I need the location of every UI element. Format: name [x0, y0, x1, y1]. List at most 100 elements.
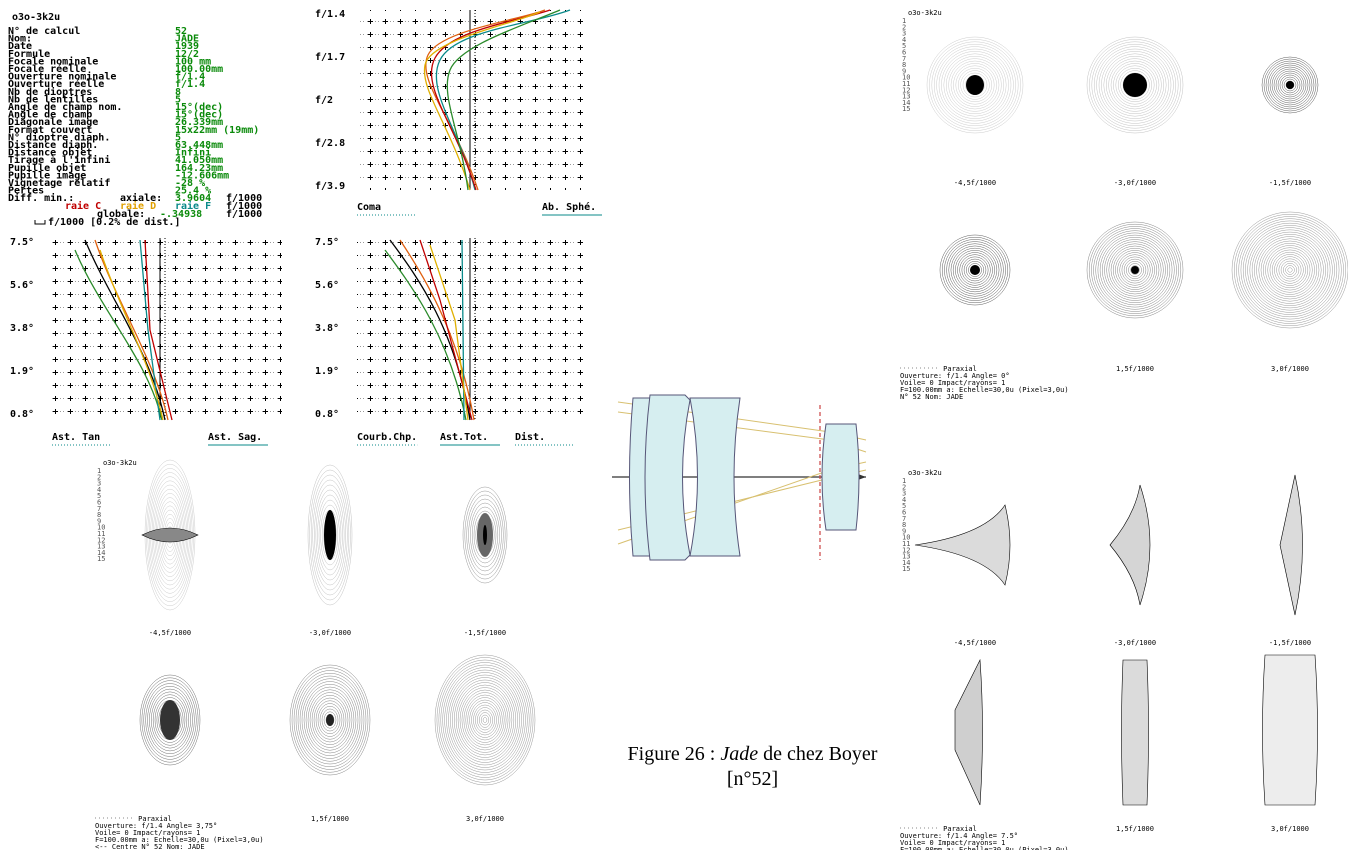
spot-ring: [1236, 216, 1343, 323]
lens-diagram: [612, 395, 866, 560]
spot-ring: [464, 693, 506, 748]
spot-ring: [443, 665, 528, 775]
spot-ring: [1281, 261, 1299, 279]
spot-ring: [481, 715, 489, 725]
plot-y-label: 5.6°: [315, 280, 339, 291]
plot-y-label: 1.9°: [315, 366, 339, 377]
spot-ring: [1263, 243, 1317, 297]
spot-ring: [456, 683, 514, 758]
plot-y-label: 3.8°: [10, 323, 34, 334]
focus-label: -4,5f/1000: [954, 639, 996, 647]
row-number: 15: [902, 565, 910, 573]
sheet-id: o3o-3k2u: [12, 12, 60, 23]
spot-ring: [1283, 263, 1296, 276]
plot-label: Courb.Chp.: [357, 432, 417, 443]
spot-ring: [1277, 257, 1304, 284]
focus-label: 3,0f/1000: [1271, 365, 1309, 373]
sheet-value: 15x22mm (19mm): [175, 125, 259, 136]
plot-y-label: 1.9°: [10, 366, 34, 377]
caption-name: Jade: [720, 743, 758, 765]
panel-id: o3o-3k2u: [908, 9, 942, 17]
spot-ring: [435, 655, 535, 785]
plot-y-label: f/2: [315, 95, 333, 106]
spot-ring: [1252, 232, 1328, 308]
focus-label: -3,0f/1000: [1114, 179, 1156, 187]
spot-ring: [477, 710, 492, 730]
spot-ring: [448, 673, 521, 768]
spot-ring: [1241, 221, 1339, 319]
spot-core: [483, 525, 487, 545]
spot-ring: [473, 705, 496, 735]
footer-line: N° 52 Nom: JADE: [900, 393, 963, 401]
spot-core: [1286, 81, 1294, 89]
spot-ring: [437, 658, 533, 783]
spot-ring: [1288, 268, 1292, 272]
spot-ring: [1239, 219, 1342, 322]
plot-label: Ast. Tan: [52, 432, 100, 443]
focus-label: 1,5f/1000: [1116, 365, 1154, 373]
spot-ring: [1259, 239, 1321, 301]
page: o3o-3k2uN° de calcul52Nom:JADEDate1939Fo…: [0, 0, 1348, 850]
figure: o3o-3k2uN° de calcul52Nom:JADEDate1939Fo…: [0, 0, 1348, 850]
plot-label: Coma: [357, 202, 381, 213]
spot-ring: [445, 668, 526, 773]
focus-label: 1,5f/1000: [1116, 825, 1154, 833]
spot-ring: [1257, 237, 1324, 304]
spot-ring: [1250, 230, 1330, 310]
spot-ring: [1261, 241, 1319, 299]
focus-label: -3,0f/1000: [1114, 639, 1156, 647]
plot-y-label: f/2.8: [315, 138, 345, 149]
plot-y-label: 3.8°: [315, 323, 339, 334]
diff-global-unit: f/1000: [226, 209, 262, 220]
spot-core: [326, 714, 334, 726]
row-number: 15: [97, 555, 105, 563]
spot-shape: [1110, 485, 1150, 605]
spot-ring: [1279, 259, 1301, 281]
focus-label: -1,5f/1000: [1269, 179, 1311, 187]
panel-id: o3o-3k2u: [908, 469, 942, 477]
spot-ring: [470, 700, 501, 740]
footer-line: <-- Centre N° 52 Nom: JADE: [95, 843, 205, 850]
spot-ring: [1232, 212, 1348, 328]
spot-ring: [1254, 234, 1325, 305]
spot-ring: [454, 680, 516, 760]
spot-ring: [1265, 245, 1314, 294]
spot-shape: [1263, 655, 1318, 805]
spot-shape: [1280, 475, 1303, 615]
plot-y-label: 7.5°: [315, 237, 339, 248]
plot-y-label: 7.5°: [10, 237, 34, 248]
spot-shape: [915, 505, 1010, 585]
plot-y-label: f/1.7: [315, 52, 345, 63]
spot-shape: [1122, 660, 1149, 805]
focus-label: -3,0f/1000: [309, 629, 351, 637]
spot-core: [324, 510, 336, 560]
spot-ring: [483, 718, 487, 723]
plot-y-label: f/3.9: [315, 181, 345, 192]
plot-y-label: 0.8°: [10, 409, 34, 420]
spot-ring: [462, 690, 508, 750]
footer-line: F=100.00mm a: Echelle=30,0u (Pixel=3,0u): [900, 846, 1069, 850]
spot-ring: [1243, 223, 1337, 317]
scale-bar: [35, 220, 45, 224]
focus-label: -4,5f/1000: [149, 629, 191, 637]
plot-y-label: 5.6°: [10, 280, 34, 291]
caption-prefix: Figure 26 :: [628, 743, 721, 765]
spot-core: [160, 700, 180, 740]
plot-label: Ast. Sag.: [208, 432, 262, 443]
plot-label: Ast.Tot.: [440, 432, 488, 443]
spot-ring: [1270, 250, 1310, 290]
scale-note: f/1000 [0.2% de dist.]: [48, 216, 180, 228]
plot-label: Ab. Sphé.: [542, 201, 596, 213]
spot-ring: [1272, 252, 1308, 288]
spot-core: [966, 75, 984, 95]
spot-ring: [1248, 228, 1333, 313]
spot-ring: [450, 675, 519, 765]
plot-y-label: 0.8°: [315, 409, 339, 420]
plot-label: Dist.: [515, 431, 545, 443]
spot-ring: [458, 685, 512, 755]
spot-ring: [475, 708, 494, 733]
focus-label: 3,0f/1000: [1271, 825, 1309, 833]
focus-label: -1,5f/1000: [1269, 639, 1311, 647]
spot-ring: [1234, 214, 1346, 326]
spot-core: [970, 265, 980, 275]
